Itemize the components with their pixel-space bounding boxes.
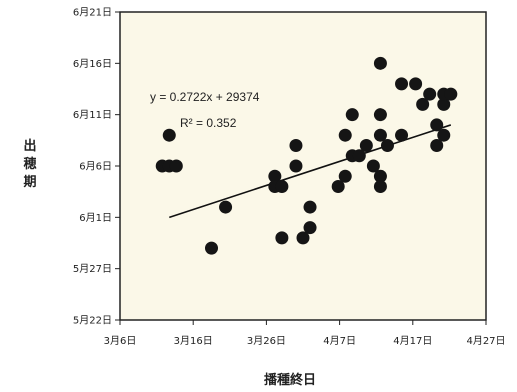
x-tick-label: 4月17日: [393, 335, 432, 347]
data-point: [289, 138, 303, 152]
y-axis-title-char: 期: [23, 175, 36, 190]
data-point: [219, 200, 233, 214]
data-point: [444, 87, 458, 101]
y-tick-label: 5月27日: [73, 263, 112, 275]
data-point: [169, 159, 183, 173]
x-tick-label: 3月16日: [174, 335, 213, 347]
y-axis-title: 出穂期: [23, 138, 36, 190]
data-point: [423, 87, 437, 101]
data-point: [331, 180, 345, 194]
x-tick-label: 4月7日: [323, 335, 356, 347]
data-point: [296, 231, 310, 245]
data-point: [338, 128, 352, 142]
data-point: [373, 128, 387, 142]
y-axis-title-char: 穂: [23, 156, 36, 172]
data-point: [162, 128, 176, 142]
data-point: [373, 108, 387, 122]
data-point: [437, 128, 451, 142]
data-point: [359, 138, 373, 152]
data-point: [430, 138, 444, 152]
data-point: [345, 108, 359, 122]
data-point: [395, 77, 409, 91]
data-point: [303, 221, 317, 235]
x-axis-title: 播種終日: [264, 372, 316, 388]
y-axis-ticks: 5月22日 5月27日 6月1日 6月6日 6月11日 6月16日 6月21日: [73, 7, 120, 327]
data-point: [205, 241, 218, 255]
x-tick-label: 3月6日: [104, 335, 137, 347]
y-axis-title-char: 出: [23, 138, 36, 154]
data-point: [373, 180, 387, 194]
x-tick-label: 3月26日: [247, 335, 286, 347]
x-axis-ticks: 3月6日 3月16日 3月26日 4月7日 4月17日 4月27日: [104, 320, 506, 347]
x-tick-label: 4月27日: [466, 335, 505, 347]
data-point: [437, 97, 451, 111]
data-point: [416, 97, 430, 111]
data-point: [303, 200, 317, 214]
data-point: [409, 77, 423, 91]
data-points: [155, 56, 458, 255]
y-tick-label: 6月1日: [79, 212, 112, 224]
y-tick-label: 6月11日: [73, 109, 112, 121]
data-point: [289, 159, 303, 173]
data-point: [352, 149, 366, 163]
data-point: [373, 169, 387, 183]
data-point: [275, 231, 289, 245]
data-point: [373, 56, 387, 70]
regression-equation: y = 0.2722x + 29374: [150, 90, 260, 104]
y-tick-label: 6月21日: [73, 7, 112, 19]
data-point: [380, 138, 394, 152]
y-tick-label: 5月22日: [73, 315, 112, 327]
data-point: [338, 169, 352, 183]
y-tick-label: 6月6日: [79, 161, 112, 173]
data-point: [395, 128, 409, 142]
y-tick-label: 6月16日: [73, 58, 112, 70]
data-point: [275, 180, 289, 194]
data-point: [430, 118, 444, 132]
data-point: [268, 169, 282, 183]
r-squared-label: R² = 0.352: [180, 116, 237, 130]
data-point: [366, 159, 380, 173]
